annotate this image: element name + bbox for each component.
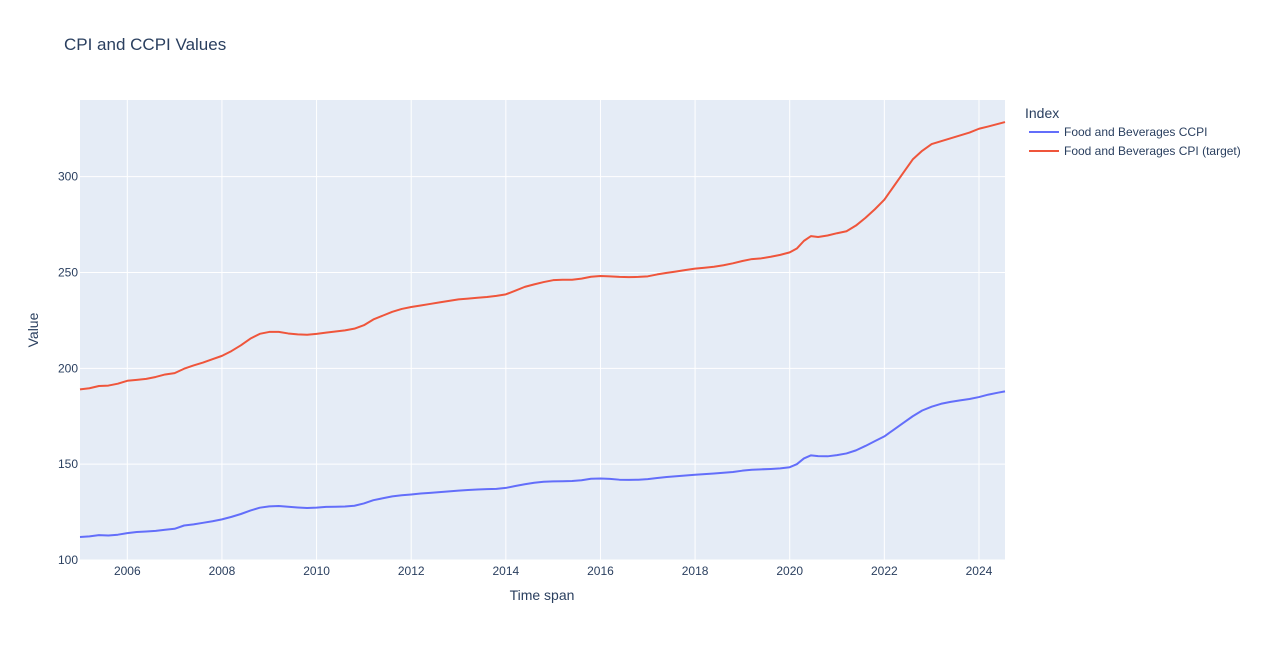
- x-axis-title: Time span: [510, 587, 575, 603]
- legend: Index Food and Beverages CCPI Food and Be…: [1025, 105, 1241, 158]
- legend-item[interactable]: Food and Beverages CCPI: [1029, 125, 1207, 139]
- x-tick-label: 2006: [114, 564, 141, 578]
- x-tick-label: 2014: [492, 564, 519, 578]
- legend-label: Food and Beverages CPI (target): [1064, 144, 1241, 158]
- y-tick-label: 150: [58, 457, 78, 471]
- x-tick-label: 2008: [209, 564, 236, 578]
- x-tick-label: 2024: [966, 564, 993, 578]
- y-tick-label: 200: [58, 361, 78, 375]
- x-tick-label: 2018: [682, 564, 709, 578]
- x-tick-label: 2020: [776, 564, 803, 578]
- x-axis-ticks: 2006 2008 2010 2012 2014 2016 2018 2020 2022 2024: [114, 564, 993, 578]
- x-tick-label: 2016: [587, 564, 614, 578]
- series-line-1: [79, 390, 1006, 538]
- y-axis-title: Value: [25, 312, 41, 347]
- x-tick-label: 2022: [871, 564, 898, 578]
- chart-title: CPI and CCPI Values: [64, 35, 226, 54]
- series-line-2: [79, 121, 1006, 391]
- legend-label: Food and Beverages CCPI: [1064, 125, 1207, 139]
- legend-item[interactable]: Food and Beverages CPI (target): [1029, 144, 1241, 158]
- x-tick-label: 2010: [303, 564, 330, 578]
- y-tick-label: 300: [58, 170, 78, 184]
- legend-title: Index: [1025, 105, 1059, 121]
- grid-lines: [80, 100, 1005, 561]
- x-tick-label: 2012: [398, 564, 425, 578]
- y-tick-label: 100: [58, 553, 78, 567]
- plot-area: [80, 100, 1005, 560]
- y-tick-label: 250: [58, 266, 78, 280]
- series-layer: [79, 121, 1006, 538]
- y-axis-ticks: 100 150 200 250 300: [58, 170, 78, 567]
